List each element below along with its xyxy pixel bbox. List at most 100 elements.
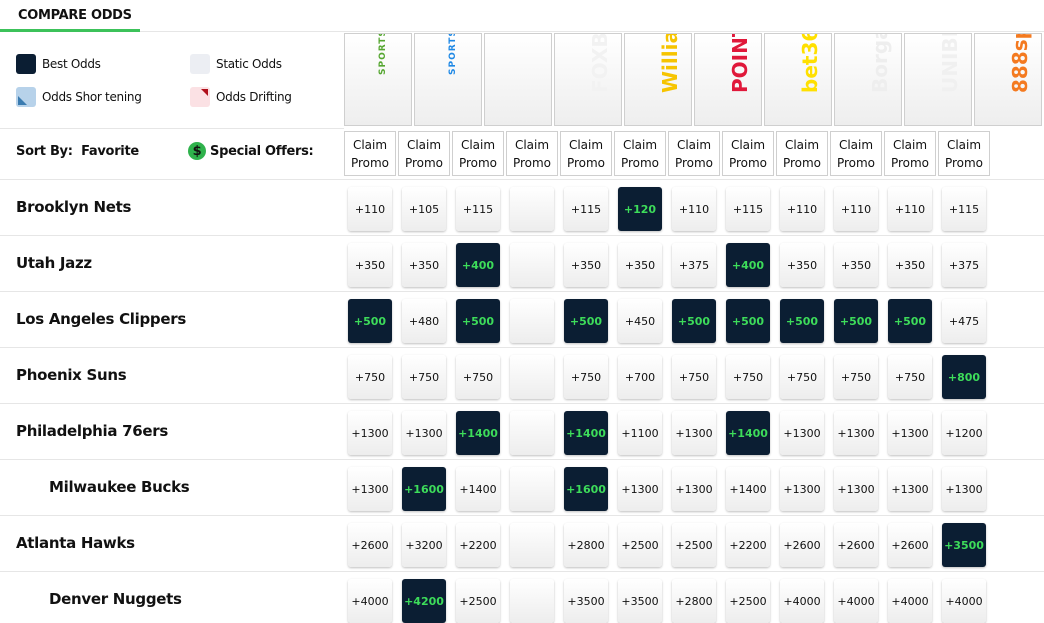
best-odds-cell[interactable]: +500 [456, 299, 500, 343]
best-odds-cell[interactable]: +500 [780, 299, 824, 343]
odds-cell[interactable]: +1300 [672, 411, 716, 455]
tab-compare-odds[interactable]: COMPARE ODDS [0, 0, 140, 32]
odds-cell[interactable]: +750 [348, 355, 392, 399]
odds-cell[interactable] [510, 467, 554, 511]
sportsbook-logo[interactable]: 888sport [974, 33, 1042, 126]
odds-cell[interactable]: +2800 [564, 523, 608, 567]
claim-promo-button[interactable]: Claim Promo [884, 131, 936, 176]
odds-cell[interactable]: +115 [456, 187, 500, 231]
odds-cell[interactable]: +750 [672, 355, 716, 399]
odds-cell[interactable]: +2600 [834, 523, 878, 567]
odds-cell[interactable]: +2800 [672, 579, 716, 623]
sportsbook-logo[interactable]: William [624, 33, 692, 126]
sportsbook-logo[interactable]: UNIBET [904, 33, 972, 126]
odds-cell[interactable]: +350 [780, 243, 824, 287]
odds-cell[interactable]: +750 [888, 355, 932, 399]
odds-cell[interactable]: +2600 [888, 523, 932, 567]
best-odds-cell[interactable]: +500 [672, 299, 716, 343]
odds-cell[interactable]: +2200 [456, 523, 500, 567]
odds-cell[interactable]: +750 [780, 355, 824, 399]
best-odds-cell[interactable]: +500 [888, 299, 932, 343]
odds-cell[interactable]: +350 [888, 243, 932, 287]
best-odds-cell[interactable]: +400 [726, 243, 770, 287]
odds-cell[interactable]: +2500 [618, 523, 662, 567]
best-odds-cell[interactable]: +1400 [726, 411, 770, 455]
odds-cell[interactable]: +1300 [348, 467, 392, 511]
odds-cell[interactable]: +350 [564, 243, 608, 287]
odds-cell[interactable]: +750 [726, 355, 770, 399]
sportsbook-logo[interactable]: Borgata [834, 33, 902, 126]
best-odds-cell[interactable]: +500 [564, 299, 608, 343]
odds-cell[interactable]: +1300 [780, 467, 824, 511]
best-odds-cell[interactable]: +500 [348, 299, 392, 343]
odds-cell[interactable]: +110 [834, 187, 878, 231]
odds-cell[interactable]: +750 [402, 355, 446, 399]
odds-cell[interactable]: +350 [348, 243, 392, 287]
sportsbook-logo[interactable]: SPORTSBOOK [344, 33, 412, 126]
best-odds-cell[interactable]: +4200 [402, 579, 446, 623]
odds-cell[interactable] [510, 411, 554, 455]
odds-cell[interactable]: +1300 [834, 467, 878, 511]
odds-cell[interactable] [510, 355, 554, 399]
odds-cell[interactable] [510, 243, 554, 287]
sportsbook-logo[interactable]: bet365 [764, 33, 832, 126]
best-odds-cell[interactable]: +500 [834, 299, 878, 343]
odds-cell[interactable] [510, 579, 554, 623]
odds-cell[interactable]: +1300 [348, 411, 392, 455]
claim-promo-button[interactable]: Claim Promo [506, 131, 558, 176]
odds-cell[interactable]: +4000 [780, 579, 824, 623]
odds-cell[interactable]: +1300 [618, 467, 662, 511]
odds-cell[interactable]: +750 [834, 355, 878, 399]
claim-promo-button[interactable]: Claim Promo [344, 131, 396, 176]
odds-cell[interactable]: +3500 [618, 579, 662, 623]
odds-cell[interactable]: +1300 [888, 467, 932, 511]
sportsbook-logo[interactable] [484, 33, 552, 126]
sort-value[interactable]: Favorite [81, 144, 139, 159]
odds-cell[interactable]: +1300 [672, 467, 716, 511]
odds-cell[interactable] [510, 187, 554, 231]
claim-promo-button[interactable]: Claim Promo [668, 131, 720, 176]
odds-cell[interactable]: +2500 [672, 523, 716, 567]
best-odds-cell[interactable]: +1600 [564, 467, 608, 511]
claim-promo-button[interactable]: Claim Promo [776, 131, 828, 176]
odds-cell[interactable]: +4000 [834, 579, 878, 623]
odds-cell[interactable]: +700 [618, 355, 662, 399]
odds-cell[interactable]: +3500 [564, 579, 608, 623]
odds-cell[interactable]: +2500 [456, 579, 500, 623]
odds-cell[interactable]: +115 [726, 187, 770, 231]
odds-cell[interactable]: +2600 [348, 523, 392, 567]
sportsbook-logo[interactable]: POINTS [694, 33, 762, 126]
odds-cell[interactable]: +1200 [942, 411, 986, 455]
odds-cell[interactable]: +350 [834, 243, 878, 287]
best-odds-cell[interactable]: +1600 [402, 467, 446, 511]
sportsbook-logo[interactable]: SPORTSBOOK [414, 33, 482, 126]
odds-cell[interactable]: +2500 [726, 579, 770, 623]
odds-cell[interactable]: +475 [942, 299, 986, 343]
odds-cell[interactable]: +2600 [780, 523, 824, 567]
best-odds-cell[interactable]: +1400 [456, 411, 500, 455]
odds-cell[interactable]: +1300 [888, 411, 932, 455]
claim-promo-button[interactable]: Claim Promo [938, 131, 990, 176]
best-odds-cell[interactable]: +800 [942, 355, 986, 399]
odds-cell[interactable]: +110 [888, 187, 932, 231]
odds-cell[interactable]: +1400 [456, 467, 500, 511]
odds-cell[interactable]: +110 [672, 187, 716, 231]
odds-cell[interactable]: +450 [618, 299, 662, 343]
odds-cell[interactable]: +4000 [888, 579, 932, 623]
best-odds-cell[interactable]: +1400 [564, 411, 608, 455]
claim-promo-button[interactable]: Claim Promo [830, 131, 882, 176]
best-odds-cell[interactable]: +500 [726, 299, 770, 343]
best-odds-cell[interactable]: +120 [618, 187, 662, 231]
odds-cell[interactable]: +1300 [834, 411, 878, 455]
sportsbook-logo[interactable]: FOXBET [554, 33, 622, 126]
claim-promo-button[interactable]: Claim Promo [614, 131, 666, 176]
odds-cell[interactable]: +375 [942, 243, 986, 287]
odds-cell[interactable]: +1300 [942, 467, 986, 511]
odds-cell[interactable] [510, 299, 554, 343]
best-odds-cell[interactable]: +400 [456, 243, 500, 287]
claim-promo-button[interactable]: Claim Promo [560, 131, 612, 176]
odds-cell[interactable]: +115 [564, 187, 608, 231]
odds-cell[interactable]: +1400 [726, 467, 770, 511]
odds-cell[interactable]: +110 [780, 187, 824, 231]
odds-cell[interactable]: +110 [348, 187, 392, 231]
